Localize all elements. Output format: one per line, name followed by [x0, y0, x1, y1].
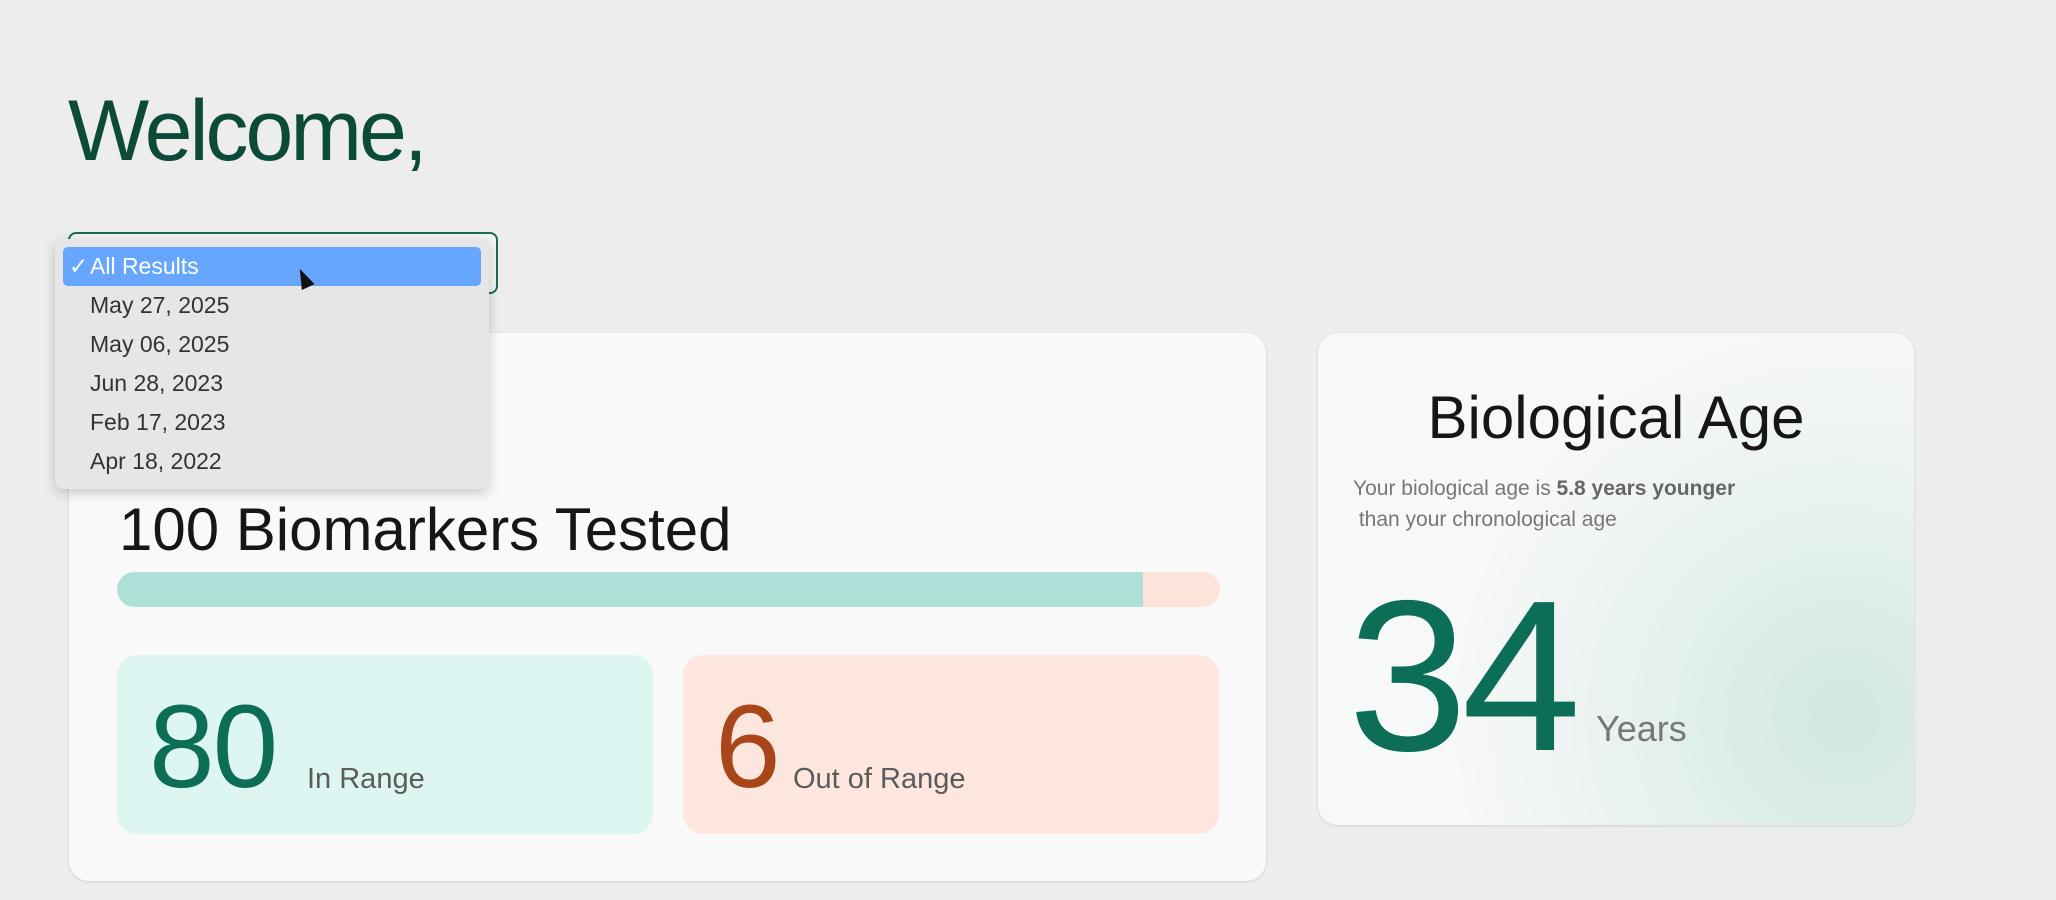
option-date[interactable]: May 27, 2025 [90, 292, 230, 318]
option-date[interactable]: Apr 18, 2022 [90, 448, 222, 474]
desc-text: Your biological age is [1353, 477, 1557, 500]
results-dropdown-menu: ✓ All Results May 27, 2025 May 06, 2025 J… [55, 239, 489, 489]
page-title: Welcome, [68, 83, 428, 179]
desc-highlight: 5.8 years younger [1556, 477, 1736, 500]
option-date[interactable]: Feb 17, 2023 [90, 409, 226, 435]
checkmark-icon: ✓ [69, 253, 89, 279]
biological-age-description: Your biological age is 5.8 years younger… [1353, 473, 1873, 535]
desc-text-end: than your chronological age [1353, 508, 1617, 531]
range-progress-bar [117, 572, 1220, 607]
in-range-fill [117, 572, 1143, 607]
option-date[interactable]: May 06, 2025 [90, 331, 230, 357]
option-label: All Results [90, 253, 199, 279]
in-range-count: 80 [149, 681, 278, 813]
in-range-label: In Range [307, 763, 425, 795]
out-of-range-count: 6 [715, 681, 781, 813]
biological-age-unit: Years [1596, 708, 1687, 749]
biological-age-title: Biological Age [1427, 384, 1805, 451]
option-date[interactable]: Jun 28, 2023 [90, 370, 224, 396]
in-range-tile[interactable]: 80 In Range [117, 655, 653, 834]
option-all-results[interactable]: ✓ All Results [63, 247, 481, 286]
out-of-range-tile[interactable]: 6 Out of Range [683, 655, 1219, 834]
biomarkers-title: 100 Biomarkers Tested [119, 496, 732, 563]
biological-age-value: 34 [1348, 555, 1581, 796]
out-of-range-label: Out of Range [793, 763, 966, 795]
biological-age-card: Biological Age Your biological age is 5.… [1318, 333, 1914, 825]
